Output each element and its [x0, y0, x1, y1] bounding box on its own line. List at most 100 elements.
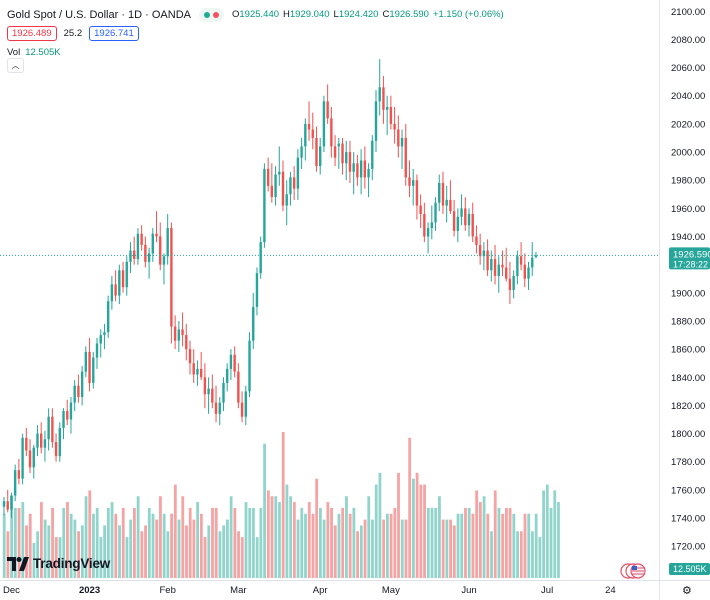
- candle-body: [315, 137, 318, 167]
- candle-body: [125, 261, 128, 288]
- candle-body: [155, 233, 158, 237]
- candle-body: [192, 363, 195, 375]
- volume-bar: [289, 496, 293, 578]
- volume-bar: [315, 478, 319, 578]
- volume-bar: [490, 531, 493, 578]
- symbol-title[interactable]: Gold Spot / U.S. Dollar · 1D · OANDA: [7, 8, 191, 21]
- volume-bar: [118, 525, 121, 578]
- gear-icon[interactable]: ⚙: [682, 585, 692, 597]
- volume-bar: [326, 502, 330, 578]
- candle-body: [508, 278, 512, 290]
- volume-bar: [486, 513, 490, 578]
- volume-bar: [419, 484, 423, 578]
- volume-bar: [311, 513, 315, 578]
- volume-bar: [151, 513, 155, 578]
- candle-body: [378, 87, 381, 102]
- candle-body: [304, 123, 307, 147]
- candle-body: [460, 208, 463, 217]
- candle-body: [438, 183, 441, 203]
- candle-body: [333, 146, 337, 158]
- volume-bar: [214, 507, 218, 578]
- volume-bar: [62, 507, 66, 578]
- candle-body: [419, 205, 422, 214]
- current-price-text: 1926.590: [673, 249, 710, 260]
- volume-bar: [352, 507, 356, 578]
- candle-body: [222, 382, 225, 403]
- volume-bar: [80, 525, 84, 578]
- candle-body: [40, 433, 43, 448]
- legend-trade-row: 1926.489 25.2 1926.741: [7, 25, 504, 42]
- volume-bar: [218, 531, 222, 578]
- sell-button[interactable]: 1926.489: [7, 26, 57, 41]
- candle-body: [54, 442, 58, 457]
- candle-body: [322, 101, 326, 147]
- volume-bar: [400, 519, 404, 578]
- time-axis[interactable]: Dec 2023 Feb Mar Apr May Jun Jul 24: [3, 585, 616, 596]
- volume-bar: [196, 502, 200, 578]
- candle-body: [144, 244, 147, 262]
- volume-bar: [333, 525, 337, 578]
- volume-bar: [237, 531, 240, 578]
- close-key: C: [382, 8, 390, 20]
- volume-bar: [345, 496, 348, 578]
- candle-body: [129, 250, 132, 262]
- time-tick-label: Feb: [159, 585, 175, 596]
- volume-bar: [512, 513, 516, 578]
- volume-bar: [452, 525, 456, 578]
- buy-button[interactable]: 1926.741: [89, 26, 139, 41]
- volume-bar: [319, 507, 322, 578]
- volume-bar: [471, 513, 475, 578]
- candle-body: [237, 371, 240, 403]
- volume-bar: [330, 507, 333, 578]
- volume-bar: [356, 531, 359, 578]
- volume-bar: [304, 513, 307, 578]
- price-tick-label: 2080.00: [671, 35, 705, 46]
- candle-body: [464, 208, 467, 226]
- volume-bar: [92, 513, 95, 578]
- collapse-legend-button[interactable]: ︿: [7, 58, 24, 73]
- candle-body: [199, 368, 203, 378]
- candle-body: [159, 236, 162, 265]
- candle-body: [531, 257, 534, 268]
- candle-body: [252, 306, 255, 341]
- candle-body: [255, 273, 259, 307]
- price-axis[interactable]: 1720.00 1740.00 1760.00 1780.00 1800.00 1820.…: [669, 7, 710, 575]
- candle-body: [475, 236, 478, 245]
- candle-body: [218, 402, 221, 414]
- volume-bar: [296, 519, 300, 578]
- tradingview-logo[interactable]: TradingView: [7, 556, 110, 571]
- candle-body: [121, 270, 125, 288]
- candle-body: [385, 106, 389, 110]
- candle-body: [285, 194, 288, 206]
- volume-tag-text: 12.505K: [673, 564, 707, 574]
- candle-body: [140, 233, 143, 245]
- market-status-icon[interactable]: [199, 7, 224, 22]
- price-tick-label: 2020.00: [671, 119, 705, 130]
- candle-body: [196, 368, 199, 375]
- volume-bar: [445, 519, 449, 578]
- candle-body: [471, 213, 474, 237]
- volume-bar: [40, 502, 43, 578]
- candle-body: [240, 402, 244, 417]
- volume-tag: [669, 563, 710, 575]
- volume-bar: [88, 490, 92, 578]
- candle-body: [449, 199, 452, 212]
- volume-bar: [519, 531, 523, 578]
- volume-key: Vol: [7, 46, 21, 58]
- time-tick-label: May: [382, 585, 400, 596]
- chart-legend: Gold Spot / U.S. Dollar · 1D · OANDA O19…: [7, 6, 504, 61]
- volume-bar: [103, 525, 107, 578]
- volume-bar: [423, 484, 426, 578]
- candle-body: [207, 388, 210, 395]
- candle-body: [43, 439, 47, 448]
- price-tick-label: 1720.00: [671, 542, 705, 553]
- us-flag-icon[interactable]: [620, 563, 646, 579]
- volume-bar: [25, 525, 28, 578]
- volume-bar: [58, 537, 62, 578]
- volume-bar: [549, 507, 553, 578]
- volume-bar: [66, 502, 69, 578]
- candle-body: [486, 250, 489, 271]
